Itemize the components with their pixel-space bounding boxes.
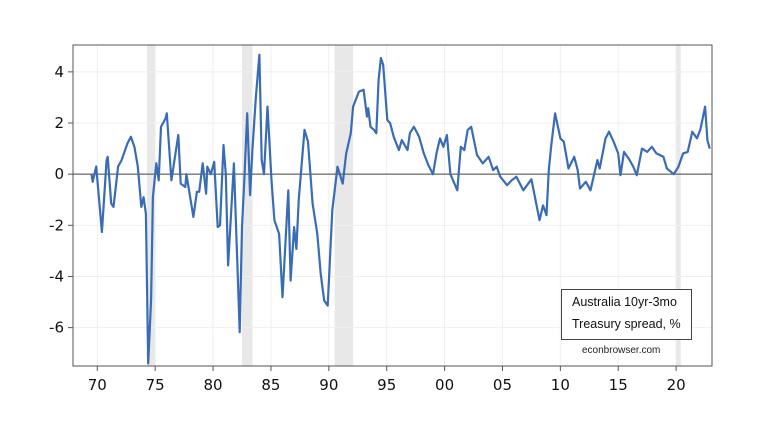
x-tick-label: 90: [319, 376, 338, 394]
y-tick-label: -6: [49, 319, 64, 337]
x-tick-label: 05: [493, 376, 512, 394]
x-tick-label: 10: [551, 376, 570, 394]
x-tick-label: 70: [88, 376, 107, 394]
y-tick-label: -2: [49, 216, 64, 234]
legend-line-2: Treasury spread, %: [572, 317, 681, 331]
x-tick-label: 15: [609, 376, 628, 394]
x-tick-label: 95: [377, 376, 396, 394]
x-tick-label: 80: [204, 376, 223, 394]
plot-frame: [72, 44, 713, 367]
recession-band: [334, 45, 354, 366]
spread-series-line: [90, 53, 711, 365]
recession-shading: [147, 45, 681, 366]
legend-box: Australia 10yr-3mo Treasury spread, %: [561, 289, 692, 340]
y-tick-label: -4: [49, 267, 64, 285]
recession-band: [676, 45, 681, 366]
y-tick-label: 0: [54, 165, 64, 183]
source-credit: econbrowser.com: [582, 345, 661, 356]
x-tick-label: 00: [435, 376, 454, 394]
y-tick-label: 2: [54, 114, 64, 132]
y-axis: -6 -4 -2 0 2 4: [49, 63, 73, 337]
x-tick-label: 85: [261, 376, 280, 394]
recession-band: [242, 45, 253, 366]
legend-line-1: Australia 10yr-3mo: [572, 295, 677, 309]
recession-band: [147, 45, 156, 366]
x-tick-label: 75: [146, 376, 165, 394]
x-axis: 70 75 80 85 90 95 00 05 10 15 20: [88, 366, 686, 394]
x-tick-label: 20: [667, 376, 686, 394]
y-tick-label: 4: [54, 63, 64, 81]
